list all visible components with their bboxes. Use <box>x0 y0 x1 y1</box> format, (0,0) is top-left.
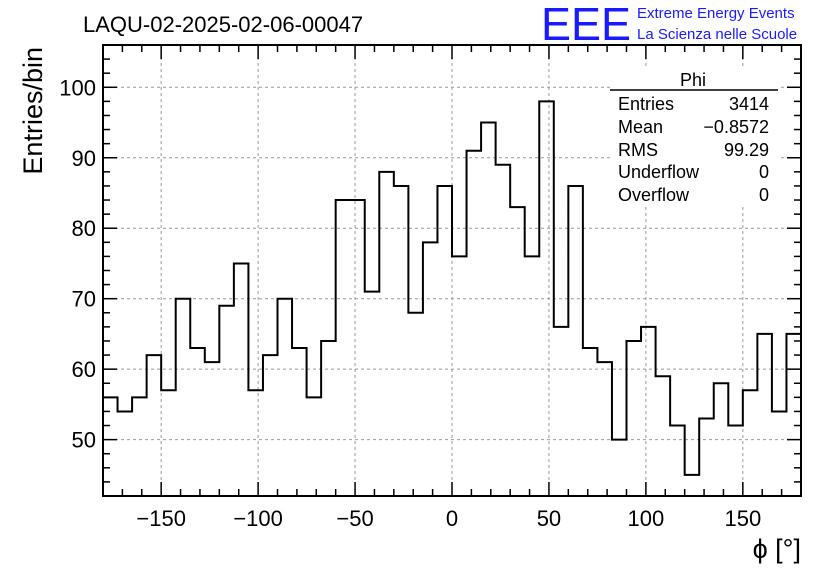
stats-rms-value: 99.29 <box>724 140 769 160</box>
stats-overflow-value: 0 <box>759 185 769 205</box>
logo-subtitle-2: La Scienza nelle Scuole <box>637 26 797 43</box>
stats-mean-label: Mean <box>618 117 663 137</box>
y-tick-label: 90 <box>72 146 96 171</box>
stats-underflow-value: 0 <box>759 162 769 182</box>
x-tick-label: −150 <box>136 506 186 531</box>
eee-logo: EEE <box>541 0 631 50</box>
x-tick-label: 0 <box>446 506 458 531</box>
stats-overflow-label: Overflow <box>618 185 690 205</box>
run-title: LAQU-02-2025-02-06-00047 <box>83 12 363 37</box>
y-tick-label: 100 <box>59 75 96 100</box>
histogram-line <box>103 100 801 476</box>
x-tick-label: −100 <box>233 506 283 531</box>
x-axis-title: ϕ [°] <box>753 534 801 564</box>
x-tick-label: −50 <box>336 506 373 531</box>
axis-tick-labels: −150 −100 −50 0 50 100 150 50 60 70 80 90 100 <box>59 75 761 531</box>
x-tick-label: 150 <box>724 506 761 531</box>
stats-box: Phi Entries 3414 Mean −0.8572 RMS 99.29 … <box>610 68 778 206</box>
y-tick-label: 50 <box>72 428 96 453</box>
stats-entries-label: Entries <box>618 94 674 114</box>
y-tick-label: 80 <box>72 216 96 241</box>
x-tick-label: 50 <box>537 506 561 531</box>
stats-entries-value: 3414 <box>729 94 769 114</box>
y-tick-label: 70 <box>72 287 96 312</box>
axis-ticks <box>103 44 802 496</box>
x-tick-label: 100 <box>628 506 665 531</box>
y-axis-title: Entries/bin <box>18 47 48 175</box>
stats-mean-value: −0.8572 <box>703 117 769 137</box>
y-tick-label: 60 <box>72 357 96 382</box>
logo-subtitle-1: Extreme Energy Events <box>637 5 795 22</box>
stats-rms-label: RMS <box>618 140 658 160</box>
stats-underflow-label: Underflow <box>618 162 700 182</box>
stats-name: Phi <box>680 70 706 90</box>
